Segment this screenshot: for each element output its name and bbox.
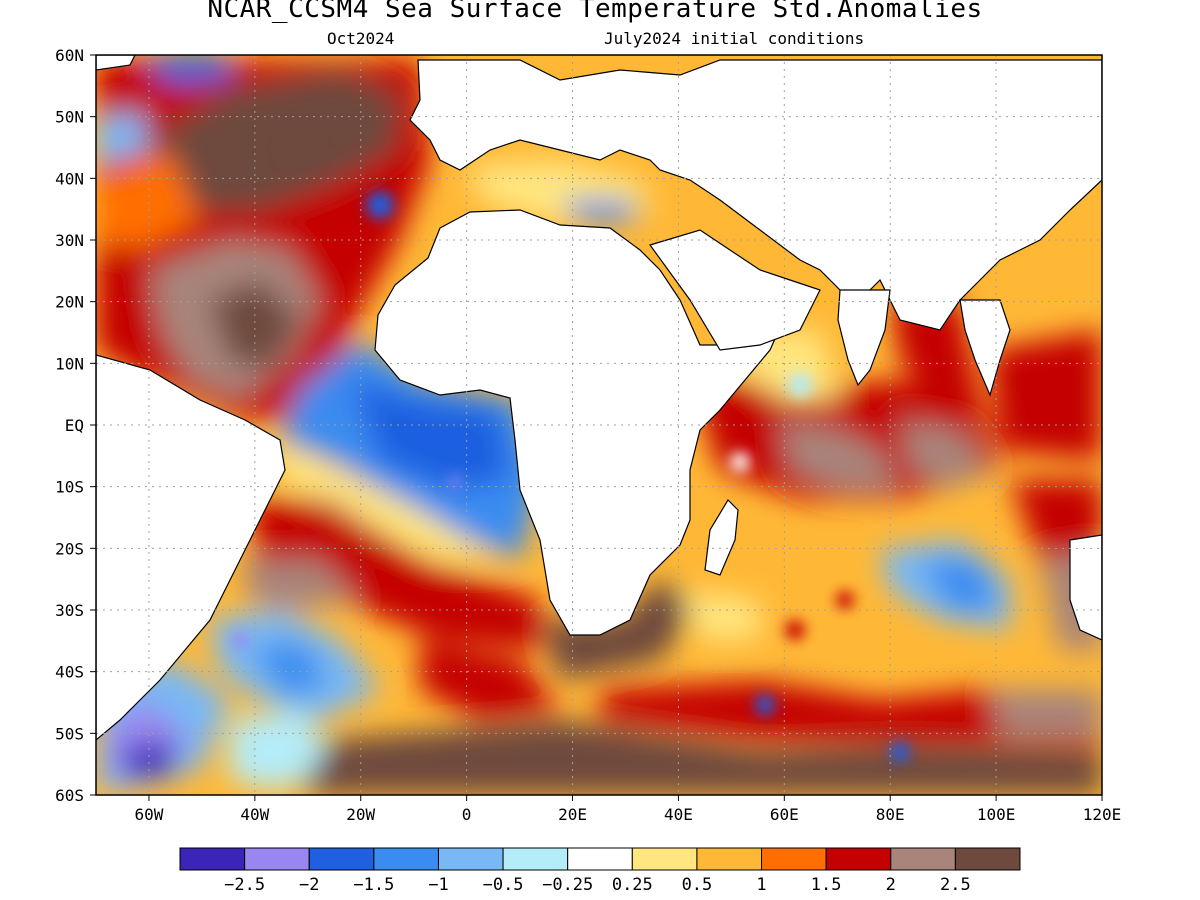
colorbar-swatch [179, 847, 246, 871]
colorbar-swatch [373, 847, 439, 871]
colorbar-swatch [890, 847, 956, 871]
lat-tick-label: 10S [55, 478, 84, 497]
lon-tick-label: 40W [240, 805, 269, 824]
lat-tick-label: 40N [55, 169, 84, 188]
colorbar-swatch [308, 847, 375, 871]
lat-tick-label: 30S [55, 601, 84, 620]
colorbar-label: 1 [756, 875, 766, 895]
lat-tick-label: 50S [55, 724, 84, 743]
colorbar-label: −1.5 [353, 875, 394, 895]
initial-conditions: July2024 initial conditions [604, 29, 865, 48]
colorbar-swatch [825, 847, 892, 871]
map-title: NCAR_CCSM4 Sea Surface Temperature Std.A… [207, 0, 983, 24]
lat-tick-label: 20S [55, 539, 84, 558]
colorbar-swatch [954, 847, 1021, 871]
colorbar: −2.5 −2 −1.5 −1 −0.5 −0.25 0.25 0.5 1 1.5 2 2.5 [179, 847, 1021, 895]
colorbar-swatch [696, 847, 763, 871]
colorbar-label: 1.5 [811, 875, 842, 895]
lat-tick-label: 60N [55, 46, 84, 65]
lon-tick-label: 20W [346, 805, 375, 824]
lat-tick-label: 50N [55, 108, 84, 127]
lon-tick-label: 0 [462, 805, 472, 824]
latitude-axis: 60N 50N 40N 30N 20N 10N EQ 10S 20S 30S 40S 50S 60S [55, 46, 96, 805]
lon-tick-label: 80E [876, 805, 905, 824]
colorbar-swatch [761, 847, 827, 871]
colorbar-label: 0.5 [682, 875, 713, 895]
colorbar-swatch [631, 847, 698, 871]
colorbar-swatch [567, 847, 633, 871]
lat-tick-label: 10N [55, 354, 84, 373]
colorbar-label: 2 [886, 875, 896, 895]
lon-tick-label: 100E [977, 805, 1016, 824]
lat-tick-label: EQ [65, 416, 84, 435]
lon-tick-label: 120E [1083, 805, 1122, 824]
colorbar-swatch [244, 847, 310, 871]
colorbar-swatch [437, 847, 504, 871]
lat-tick-label: 60S [55, 786, 84, 805]
anomaly-field [96, 55, 1102, 795]
colorbar-label: 0.25 [612, 875, 653, 895]
lat-tick-label: 40S [55, 663, 84, 682]
landmasses [96, 55, 1102, 741]
colorbar-label: −2 [299, 875, 319, 895]
forecast-month: Oct2024 [327, 29, 395, 48]
lon-tick-label: 20E [558, 805, 587, 824]
colorbar-swatch [502, 847, 569, 871]
graticule [96, 55, 1102, 795]
longitude-axis: 60W 40W 20W 0 20E 40E 60E 80E 100E 120E [134, 795, 1121, 824]
lon-tick-label: 40E [664, 805, 693, 824]
colorbar-label: −0.5 [483, 875, 524, 895]
colorbar-label: −1 [428, 875, 448, 895]
colorbar-label: −0.25 [542, 875, 593, 895]
lon-tick-label: 60W [134, 805, 163, 824]
colorbar-label: 2.5 [940, 875, 971, 895]
lat-tick-label: 30N [55, 231, 84, 250]
lat-tick-label: 20N [55, 293, 84, 312]
colorbar-label: −2.5 [224, 875, 265, 895]
lon-tick-label: 60E [770, 805, 799, 824]
